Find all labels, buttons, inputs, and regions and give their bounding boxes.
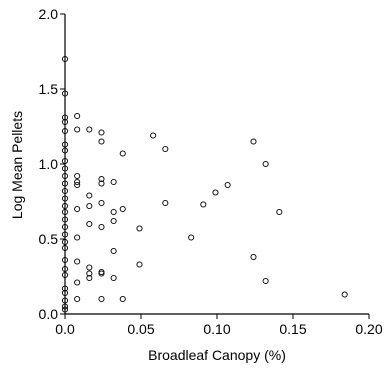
data-point — [110, 178, 117, 186]
data-point — [262, 160, 269, 168]
data-point — [61, 114, 69, 121]
data-point — [61, 238, 69, 246]
data-point — [61, 244, 69, 252]
data-point — [224, 181, 231, 189]
data-point — [98, 138, 105, 145]
data-point — [61, 297, 69, 304]
data-point — [74, 181, 81, 189]
data-point — [86, 202, 93, 210]
data-point — [61, 265, 69, 273]
x-tick-label: 0.05 — [127, 321, 154, 337]
data-point — [61, 127, 69, 135]
data-point — [61, 187, 69, 195]
data-point — [74, 234, 81, 241]
data-point — [119, 150, 126, 157]
data-point — [61, 165, 69, 172]
data-point — [162, 145, 169, 153]
data-point — [150, 132, 157, 139]
data-point — [74, 279, 81, 286]
data-point — [74, 126, 81, 133]
y-axis-title: Log Mean Pellets — [9, 111, 25, 219]
data-point — [74, 258, 81, 265]
data-point — [61, 118, 69, 126]
y-tick-label: 1.5 — [39, 81, 59, 97]
data-point — [250, 253, 257, 261]
data-point — [98, 175, 105, 183]
plot-area — [64, 14, 369, 315]
data-point — [136, 225, 143, 232]
data-point — [74, 112, 81, 120]
data-point — [119, 205, 126, 213]
data-point — [110, 247, 117, 255]
data-point — [162, 199, 169, 207]
data-point — [98, 295, 105, 303]
data-point — [110, 274, 117, 282]
data-point — [86, 270, 93, 277]
data-point — [98, 180, 105, 187]
data-point — [86, 220, 93, 228]
data-point — [61, 223, 69, 231]
data-point — [98, 199, 105, 207]
y-tick-label: 0.5 — [39, 231, 59, 247]
data-point — [61, 141, 69, 148]
data-point — [61, 289, 69, 297]
data-point — [61, 271, 69, 279]
data-point — [61, 306, 69, 313]
data-point — [98, 223, 105, 231]
data-point — [61, 157, 69, 165]
y-tick-label: 1.0 — [39, 156, 59, 172]
data-point — [110, 208, 117, 216]
data-point — [341, 291, 348, 298]
data-point — [276, 208, 283, 216]
data-point — [86, 126, 93, 133]
data-point — [61, 172, 69, 180]
x-tick-label: 0.20 — [355, 321, 382, 337]
data-point — [74, 172, 81, 180]
data-point — [86, 192, 93, 199]
data-points — [61, 55, 348, 313]
data-point — [98, 270, 105, 277]
data-point — [86, 274, 93, 282]
y-tick-label: 2.0 — [39, 6, 59, 22]
data-point — [250, 138, 257, 145]
data-point — [74, 178, 81, 186]
data-point — [61, 90, 69, 97]
data-point — [61, 256, 69, 264]
data-point — [200, 201, 207, 208]
x-tick-label: 0.10 — [203, 321, 230, 337]
data-point — [110, 217, 117, 225]
x-tick-label: 0.0 — [55, 321, 75, 337]
data-point — [61, 208, 69, 216]
y-tick-label: 0.0 — [39, 306, 59, 322]
data-point — [188, 234, 195, 241]
x-tick-label: 0.15 — [279, 321, 306, 337]
data-point — [61, 180, 69, 187]
data-point — [61, 231, 69, 238]
data-point — [61, 55, 69, 63]
data-point — [61, 147, 69, 154]
data-point — [262, 277, 269, 285]
data-point — [61, 285, 69, 292]
data-point — [61, 195, 69, 202]
data-point — [74, 295, 81, 303]
data-point — [61, 303, 69, 310]
x-axis-title: Broadleaf Canopy (%) — [148, 347, 286, 363]
axis-ticks: 0.0 0.05 0.10 0.15 0.20 0.0 0.5 1.0 1.5 2.0 — [39, 6, 383, 337]
data-point — [86, 264, 93, 271]
data-point — [136, 261, 143, 268]
data-point — [119, 295, 126, 303]
data-point — [98, 129, 105, 136]
data-point — [74, 205, 81, 213]
data-point — [61, 216, 69, 223]
data-point — [212, 189, 219, 196]
data-point — [61, 202, 69, 210]
